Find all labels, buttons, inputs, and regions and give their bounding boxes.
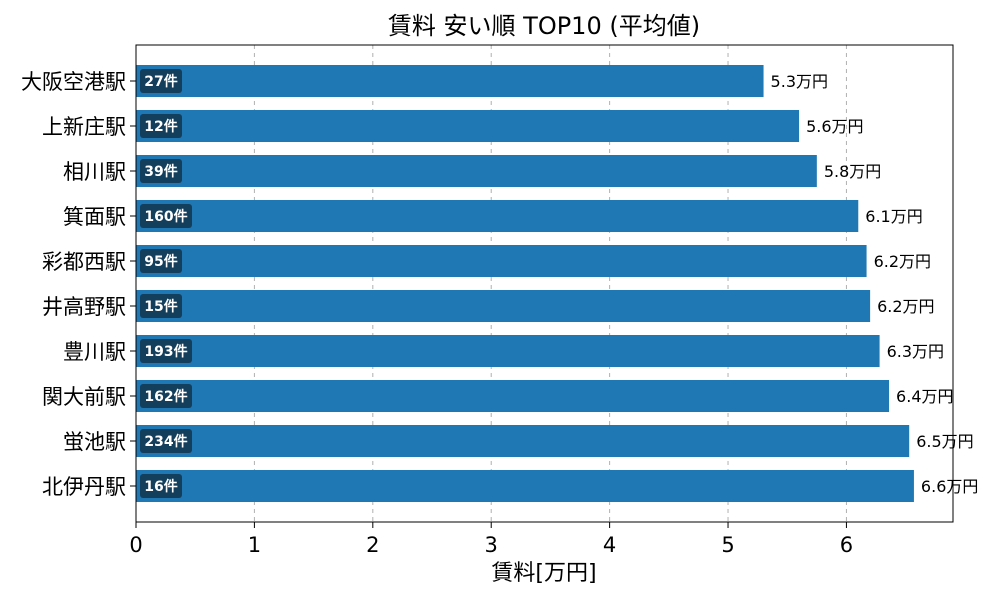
x-tick-label: 5 (721, 533, 734, 557)
bar (136, 380, 890, 412)
value-label: 6.4万円 (896, 387, 953, 406)
x-tick-label: 0 (129, 533, 142, 557)
bar (136, 335, 880, 367)
x-tick-label: 3 (485, 533, 498, 557)
category-label: 井高野駅 (42, 295, 126, 319)
value-label: 6.1万円 (865, 207, 922, 226)
value-label: 5.6万円 (806, 117, 863, 136)
value-label: 5.8万円 (824, 162, 881, 181)
count-badge (140, 69, 182, 93)
count-badge (140, 429, 192, 453)
count-badge (140, 159, 182, 183)
x-axis-label: 賃料[万円] (491, 561, 596, 586)
count-badge (140, 114, 182, 138)
x-tick-label: 4 (603, 533, 616, 557)
bar (136, 65, 764, 97)
count-label: 95件 (144, 253, 177, 270)
count-badge (140, 384, 192, 408)
count-label: 162件 (144, 388, 187, 405)
bar (136, 470, 914, 502)
bar (136, 110, 800, 142)
chart-title: 賃料 安い順 TOP10 (平均値) (388, 12, 700, 40)
category-label: 豊川駅 (63, 340, 126, 364)
x-tick-label: 1 (248, 533, 261, 557)
count-badge (140, 294, 182, 318)
count-badge (140, 249, 182, 273)
category-label: 相川駅 (63, 160, 126, 184)
count-label: 12件 (144, 118, 177, 135)
count-label: 234件 (144, 433, 187, 450)
count-badge (140, 474, 182, 498)
bar (136, 425, 910, 457)
category-label: 箕面駅 (63, 205, 126, 229)
bar (136, 290, 871, 322)
bar (136, 155, 817, 187)
category-label: 北伊丹駅 (42, 475, 126, 499)
x-tick-label: 6 (840, 533, 853, 557)
count-label: 193件 (144, 343, 187, 360)
value-label: 6.2万円 (874, 252, 931, 271)
value-label: 5.3万円 (771, 72, 828, 91)
value-label: 6.6万円 (921, 477, 978, 496)
category-label: 大阪空港駅 (21, 70, 126, 94)
bar (136, 200, 859, 232)
category-label: 蛍池駅 (63, 430, 126, 454)
value-label: 6.2万円 (877, 297, 934, 316)
x-tick-label: 2 (366, 533, 379, 557)
category-label: 彩都西駅 (42, 250, 126, 274)
value-label: 6.3万円 (887, 342, 944, 361)
category-label: 関大前駅 (42, 385, 126, 409)
count-badge (140, 204, 192, 228)
plot-frame (135, 44, 954, 523)
bar (136, 245, 867, 277)
count-label: 16件 (144, 478, 177, 495)
value-label: 6.5万円 (916, 432, 973, 451)
bars: 5.3万円 27件 5.6万円 12件 5.8万円 39件 6.1万円 160件 6.2万円 95… (136, 65, 978, 502)
count-label: 160件 (144, 208, 187, 225)
count-label: 15件 (144, 298, 177, 315)
x-axis-ticks: 0 1 2 3 4 5 6 (129, 522, 853, 557)
category-label: 上新庄駅 (42, 115, 126, 139)
count-label: 27件 (144, 73, 177, 90)
count-label: 39件 (144, 163, 177, 180)
count-badge (140, 339, 192, 363)
